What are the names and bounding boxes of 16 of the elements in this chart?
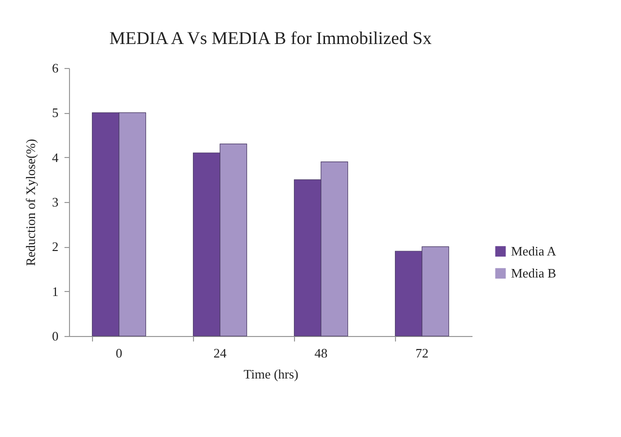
legend-label: Media B (511, 265, 556, 280)
x-tick-label: 24 (214, 346, 227, 360)
x-tick-label: 0 (116, 346, 122, 360)
y-axis-title: Reduction of Xylose(%) (23, 138, 38, 266)
y-tick-label: 6 (52, 60, 59, 76)
x-tick-label: 48 (314, 346, 328, 360)
y-tick-label: 2 (52, 239, 58, 254)
x-tick-label: 72 (416, 346, 429, 360)
y-tick-label: 1 (52, 284, 58, 299)
y-tick-label: 4 (52, 150, 59, 165)
legend-label: Media A (511, 243, 557, 258)
y-tick-label: 0 (52, 328, 58, 344)
chart-title: MEDIA A Vs MEDIA B for Immobilized Sx (109, 28, 432, 48)
y-tick-label: 5 (52, 105, 58, 120)
y-tick-label: 3 (52, 194, 58, 210)
x-axis-title: Time (hrs) (244, 366, 298, 382)
